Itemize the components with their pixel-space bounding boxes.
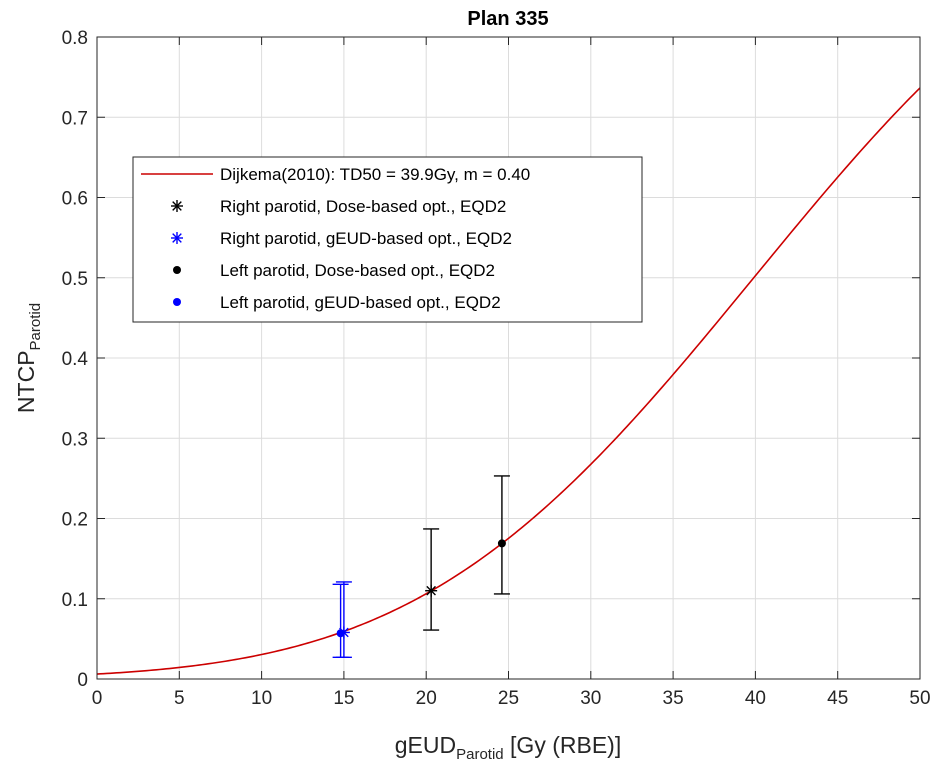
y-tick-label: 0.5 [62,269,88,290]
x-axis-label-sub: Parotid [456,746,504,763]
x-tick-label: 40 [745,688,766,709]
y-tick-label: 0.4 [62,349,89,370]
legend-label-right-geud: Right parotid, gEUD-based opt., EQD2 [220,229,512,248]
x-axis-label-main: gEUD [395,732,456,758]
y-axis-ticks: 0 0.1 0.2 0.3 0.4 0.5 0.6 0.7 0.8 [62,28,920,691]
x-tick-label: 5 [174,688,185,709]
legend-marker-dot-blue [173,298,181,306]
legend-dot [173,266,181,274]
data-point-asterisk [425,584,438,597]
y-tick-label: 0.1 [62,590,88,611]
x-axis-label: gEUDParotid [Gy (RBE)] [395,732,621,763]
legend-asterisk [171,200,183,212]
y-tick-label: 0.2 [62,510,88,531]
legend-box [132,156,643,323]
y-tick-label: 0.6 [62,189,88,210]
x-axis-ticks: 0 5 10 15 20 25 30 35 40 45 50 [92,37,931,709]
x-tick-label: 50 [909,688,930,709]
legend-dot [173,298,181,306]
legend-label-left-geud: Left parotid, gEUD-based opt., EQD2 [220,293,501,312]
y-tick-label: 0 [77,670,88,691]
legend-asterisk [171,232,183,244]
y-axis-label: NTCPParotid [13,303,44,413]
legend-label-right-dose: Right parotid, Dose-based opt., EQD2 [220,197,506,216]
y-tick-label: 0.7 [62,108,88,129]
legend-marker-dot-black [173,266,181,274]
curve-layer [96,87,921,675]
y-axis-label-main: NTCP [13,350,39,413]
error-bar [332,583,349,659]
asterisk-stroke [426,585,436,596]
x-axis-label-suffix: [Gy (RBE)] [504,732,622,758]
asterisk-stroke [172,201,182,211]
x-tick-label: 20 [416,688,437,709]
legend: Dijkema(2010): TD50 = 39.9Gy, m = 0.40 R… [132,156,643,323]
legend-label-left-dose: Left parotid, Dose-based opt., EQD2 [220,261,495,280]
ntcp-curve [96,87,921,675]
x-tick-label: 35 [663,688,684,709]
x-tick-label: 45 [827,688,848,709]
legend-label-curve: Dijkema(2010): TD50 = 39.9Gy, m = 0.40 [220,165,530,184]
error-bar [423,528,440,631]
grid [97,37,920,679]
points-layer [332,475,510,659]
x-tick-label: 25 [498,688,519,709]
error-bar [493,475,510,595]
y-tick-label: 0.3 [62,429,88,450]
asterisk-stroke [172,233,182,243]
data-point-dot [336,629,345,638]
data-point-dot [497,539,506,548]
x-tick-label: 30 [580,688,601,709]
legend-marker-asterisk-black [171,200,183,212]
y-axis-label-sub: Parotid [27,303,44,351]
y-tick-label: 0.8 [62,28,88,49]
x-tick-label: 0 [92,688,103,709]
x-tick-label: 10 [251,688,272,709]
chart-title: Plan 335 [467,8,548,30]
x-tick-label: 15 [333,688,354,709]
legend-marker-asterisk-blue [171,232,183,244]
